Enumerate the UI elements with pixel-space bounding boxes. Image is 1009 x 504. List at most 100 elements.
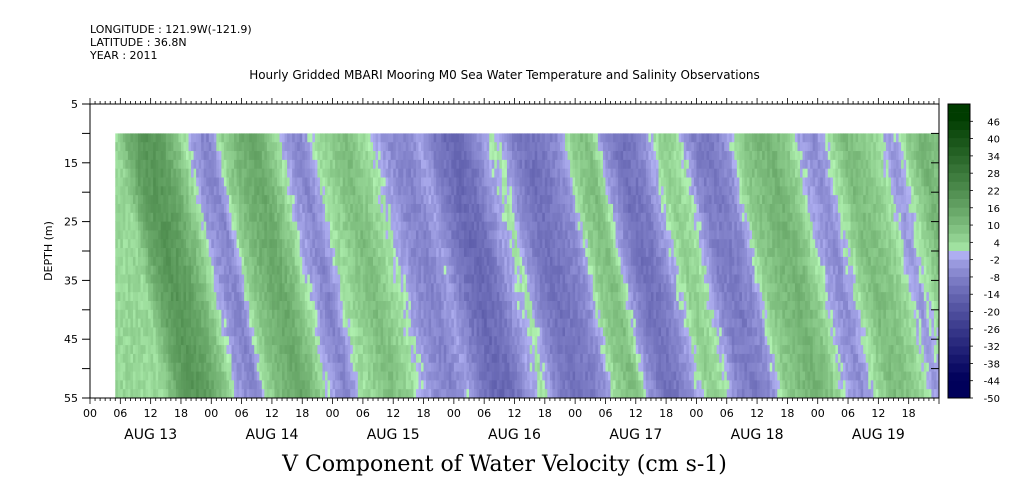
heatmap-cell [423, 318, 427, 328]
heatmap-cell [443, 362, 447, 372]
heatmap-cell [466, 151, 470, 161]
heatmap-cell [216, 168, 220, 178]
heatmap-cell [337, 345, 341, 355]
heatmap-cell [319, 327, 323, 337]
heatmap-cell [302, 345, 306, 355]
heatmap-cell [271, 327, 275, 337]
heatmap-cell [203, 292, 207, 302]
heatmap-cell [375, 159, 379, 170]
heatmap-cell [211, 300, 215, 311]
heatmap-cell [170, 177, 174, 187]
heatmap-cell [375, 362, 379, 372]
heatmap-cell [489, 327, 493, 337]
heatmap-cell [322, 353, 326, 364]
heatmap-cell [506, 389, 510, 399]
heatmap-cell [178, 362, 182, 372]
heatmap-cell [436, 256, 440, 267]
heatmap-cell [234, 336, 237, 346]
heatmap-cell [165, 203, 169, 214]
heatmap-cell [188, 177, 192, 187]
heatmap-cell [228, 133, 232, 143]
heatmap-cell [527, 265, 531, 275]
heatmap-cell [120, 283, 124, 293]
heatmap-cell [484, 380, 488, 390]
heatmap-cell [266, 389, 270, 399]
heatmap-cell [479, 353, 483, 364]
heatmap-cell [506, 168, 510, 178]
heatmap-cell [322, 345, 326, 355]
heatmap-cell [380, 239, 384, 249]
heatmap-cell [327, 142, 331, 152]
heatmap-cell [292, 256, 296, 267]
heatmap-cell [264, 336, 268, 346]
heatmap-cell [506, 283, 510, 293]
heatmap-cell [347, 186, 351, 196]
heatmap-cell [395, 318, 399, 328]
heatmap-cell [431, 230, 435, 240]
heatmap-cell [228, 239, 232, 249]
heatmap-cell [342, 371, 346, 381]
heatmap-cell [466, 133, 470, 143]
heatmap-cell [496, 353, 500, 364]
heatmap-cell [410, 309, 414, 320]
heatmap-cell [223, 300, 227, 311]
heatmap-cell [413, 380, 417, 390]
heatmap-cell [282, 283, 285, 293]
heatmap-cell [474, 309, 477, 320]
heatmap-cell [299, 230, 303, 240]
heatmap-cell [175, 142, 179, 152]
heatmap-cell [362, 248, 366, 258]
heatmap-cell [292, 309, 296, 320]
heatmap-cell [342, 389, 346, 399]
heatmap-cell [499, 274, 503, 284]
heatmap-cell [241, 230, 245, 240]
heatmap-cell [466, 353, 470, 364]
heatmap-cell [163, 212, 167, 222]
heatmap-cell [496, 248, 500, 258]
heatmap-cell [501, 159, 505, 170]
heatmap-cell [266, 380, 270, 390]
heatmap-cell [138, 309, 141, 320]
heatmap-cell [264, 186, 268, 196]
heatmap-cell [196, 371, 200, 381]
heatmap-cell [271, 195, 275, 205]
heatmap-cell [191, 248, 194, 258]
heatmap-cell [415, 151, 419, 161]
heatmap-cell [436, 353, 440, 364]
heatmap-cell [367, 362, 371, 372]
heatmap-cell [481, 389, 485, 399]
heatmap-cell [317, 371, 321, 381]
heatmap-cell [471, 380, 475, 390]
heatmap-cell [314, 151, 318, 161]
heatmap-cell [527, 283, 531, 293]
heatmap-cell [198, 168, 202, 178]
heatmap-cell [201, 203, 205, 214]
heatmap-cell [355, 142, 359, 152]
heatmap-cell [294, 159, 298, 170]
heatmap-cell [367, 265, 371, 275]
heatmap-cell [234, 239, 237, 249]
heatmap-cell [405, 283, 409, 293]
heatmap-cell [160, 389, 164, 399]
heatmap-cell [337, 177, 341, 187]
heatmap-cell [188, 318, 192, 328]
heatmap-cell [269, 133, 273, 143]
heatmap-cell [183, 203, 187, 214]
heatmap-cell [415, 371, 419, 381]
heatmap-cell [388, 265, 392, 275]
heatmap-cell [448, 327, 452, 337]
heatmap-cell [522, 248, 526, 258]
heatmap-cell [524, 203, 528, 214]
heatmap-cell [484, 159, 488, 170]
heatmap-cell [284, 159, 288, 170]
heatmap-cell [143, 239, 146, 249]
heatmap-cell [287, 221, 291, 231]
heatmap-cell [433, 265, 437, 275]
heatmap-cell [400, 221, 404, 231]
heatmap-cell [438, 345, 442, 355]
heatmap-cell [299, 380, 303, 390]
heatmap-cell [282, 265, 285, 275]
heatmap-cell [125, 239, 129, 249]
heatmap-cell [191, 292, 194, 302]
heatmap-cell [534, 212, 538, 222]
